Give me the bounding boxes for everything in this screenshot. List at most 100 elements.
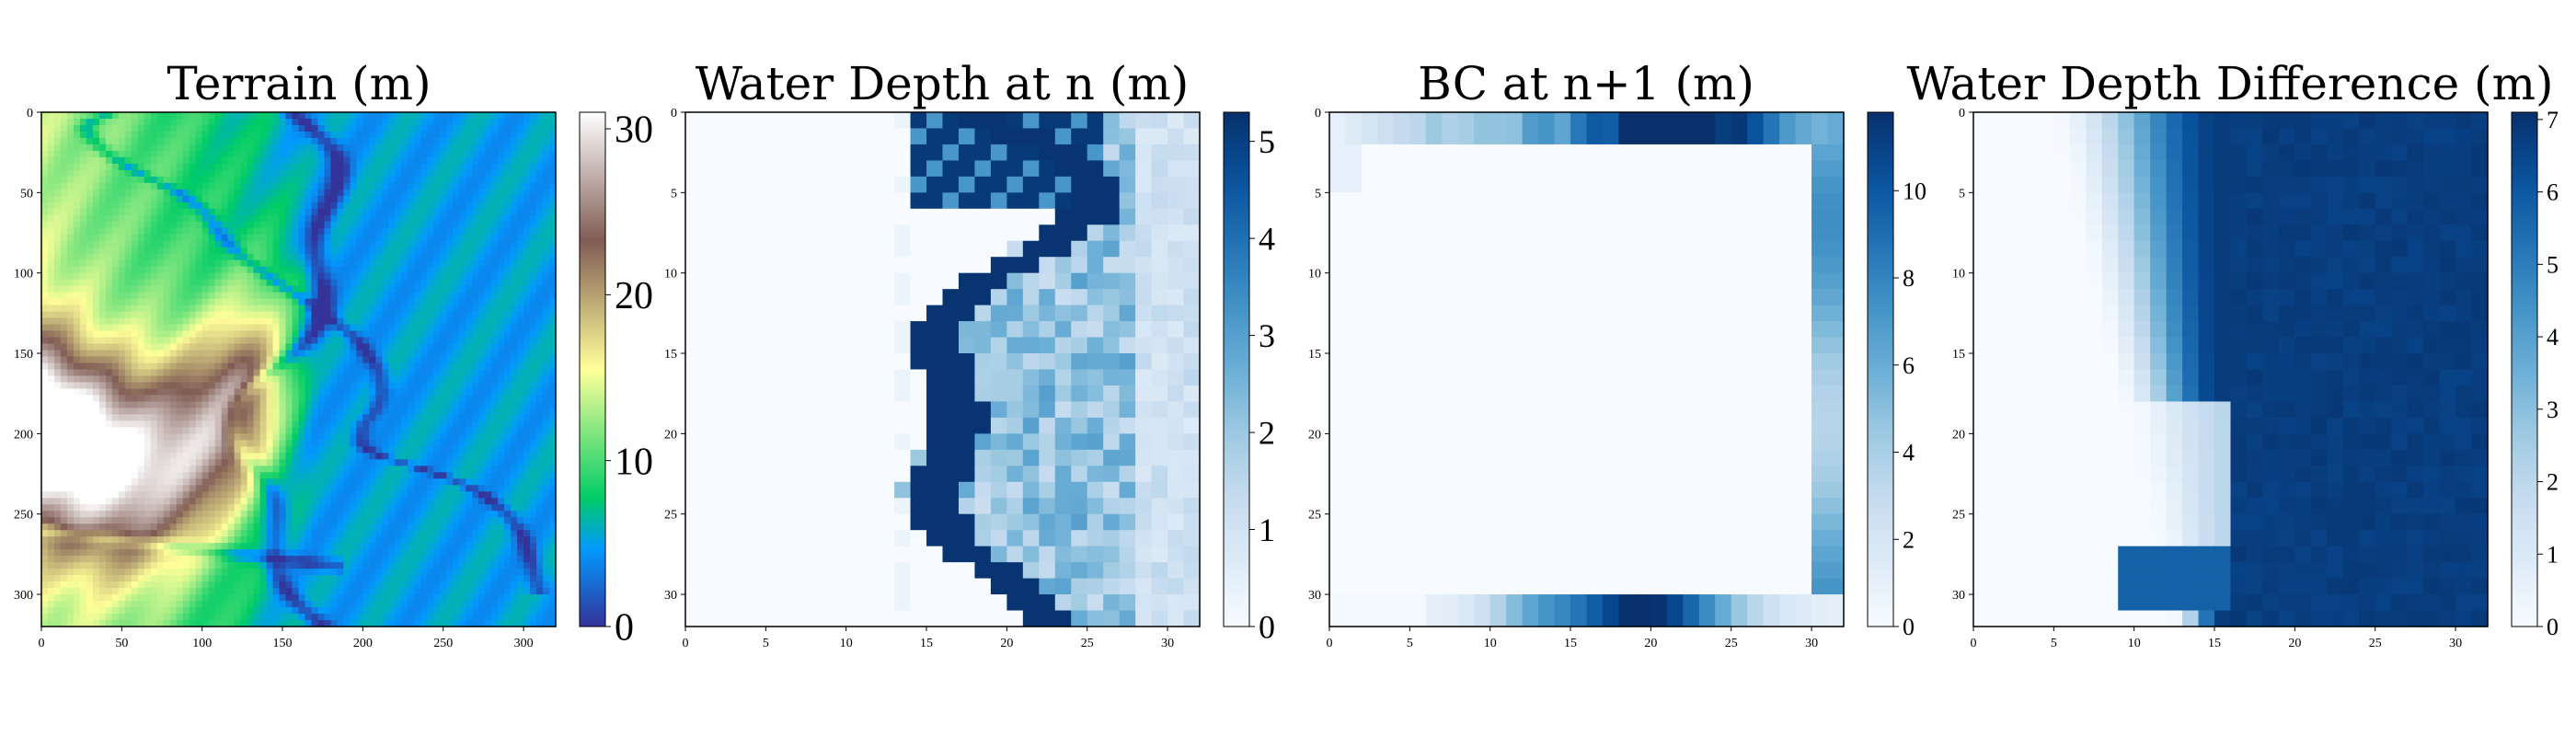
heatmap-cell [92, 169, 100, 178]
heatmap-cell [466, 375, 473, 384]
heatmap-cell [247, 324, 255, 332]
heatmap-cell [472, 137, 479, 145]
heatmap-cell [337, 221, 345, 229]
heatmap-cell [169, 472, 178, 479]
heatmap-cell [118, 414, 126, 421]
heatmap-cell [208, 253, 216, 261]
heatmap-cell [337, 150, 345, 158]
heatmap-cell [427, 311, 434, 319]
heatmap-cell [408, 156, 415, 165]
heatmap-cell [543, 388, 550, 397]
heatmap-cell [472, 221, 479, 229]
heatmap-cell [292, 491, 300, 499]
heatmap-cell [201, 420, 210, 428]
heatmap-cell [47, 478, 55, 486]
heatmap-cell [446, 182, 454, 190]
heatmap-cell [530, 221, 537, 229]
heatmap-cell [144, 259, 152, 268]
heatmap-cell [124, 350, 132, 358]
heatmap-cell [511, 504, 518, 512]
heatmap-cell [221, 369, 229, 377]
heatmap-cell [266, 330, 274, 339]
heatmap-cell [208, 137, 216, 145]
heatmap-cell [472, 253, 479, 261]
heatmap-cell [317, 382, 326, 390]
heatmap-cell [253, 440, 261, 447]
heatmap-cell [401, 305, 408, 313]
heatmap-cell [427, 382, 434, 390]
heatmap-cell [124, 420, 132, 428]
heatmap-cell [266, 144, 274, 152]
heatmap-cell [453, 234, 460, 242]
heatmap-cell [169, 478, 178, 486]
heatmap-cell [131, 201, 139, 210]
heatmap-cell [440, 311, 447, 319]
heatmap-cell [446, 137, 454, 145]
heatmap-cell [195, 163, 203, 171]
heatmap-cell [356, 208, 363, 216]
heatmap-cell [214, 388, 223, 397]
heatmap-cell [305, 453, 313, 460]
heatmap-cell [227, 498, 236, 505]
heatmap-cell [247, 137, 255, 145]
heatmap-cell [201, 144, 210, 152]
heatmap-cell [234, 362, 242, 371]
heatmap-cell [221, 118, 229, 126]
heatmap-cell [343, 401, 351, 409]
heatmap-cell [543, 208, 550, 216]
heatmap-cell [311, 227, 319, 236]
heatmap-cell [234, 311, 242, 319]
heatmap-cell [311, 446, 319, 454]
heatmap-cell [272, 259, 281, 268]
heatmap-cell [317, 395, 326, 403]
heatmap-cell [234, 144, 242, 152]
heatmap-cell [92, 459, 100, 466]
heatmap-cell [105, 311, 113, 319]
heatmap-cell [124, 221, 132, 229]
heatmap-cell [163, 350, 171, 358]
heatmap-cell [298, 369, 306, 377]
heatmap-cell [79, 453, 87, 460]
heatmap-cell [362, 317, 370, 326]
heatmap-cell [523, 459, 531, 466]
heatmap-cell [472, 279, 479, 287]
heatmap-cell [530, 504, 537, 512]
heatmap-cell [369, 337, 376, 345]
heatmap-cell [530, 247, 537, 255]
heatmap-cell [163, 343, 171, 351]
heatmap-cell [92, 343, 100, 351]
heatmap-cell [453, 343, 460, 351]
heatmap-cell [53, 472, 62, 479]
heatmap-cell [156, 131, 165, 139]
heatmap-cell [440, 453, 447, 460]
heatmap-cell [60, 459, 68, 466]
heatmap-cell [440, 491, 447, 499]
heatmap-cell [549, 395, 557, 403]
heatmap-cell [472, 144, 479, 152]
heatmap-cell [227, 124, 236, 132]
heatmap-cell [156, 182, 165, 190]
heatmap-cell [459, 214, 466, 223]
heatmap-cell [169, 144, 178, 152]
heatmap-cell [350, 298, 357, 306]
heatmap-cell [549, 337, 557, 345]
heatmap-cell [324, 427, 332, 434]
heatmap-cell [227, 279, 236, 287]
heatmap-cell [433, 266, 441, 274]
heatmap-cell [144, 234, 152, 242]
heatmap-cell [485, 150, 492, 158]
heatmap-cell [523, 317, 531, 326]
heatmap-cell [317, 466, 326, 473]
heatmap-cell [517, 324, 524, 332]
heatmap-cell [382, 124, 389, 132]
heatmap-cell [41, 266, 49, 274]
heatmap-cell [156, 112, 165, 120]
heatmap-cell [201, 292, 210, 300]
heatmap-cell [330, 156, 339, 165]
heatmap-cell [395, 285, 402, 293]
heatmap-cell [105, 491, 113, 499]
heatmap-cell [420, 150, 428, 158]
heatmap-cell [395, 408, 402, 416]
heatmap-cell [144, 330, 152, 339]
heatmap-cell [337, 298, 345, 306]
